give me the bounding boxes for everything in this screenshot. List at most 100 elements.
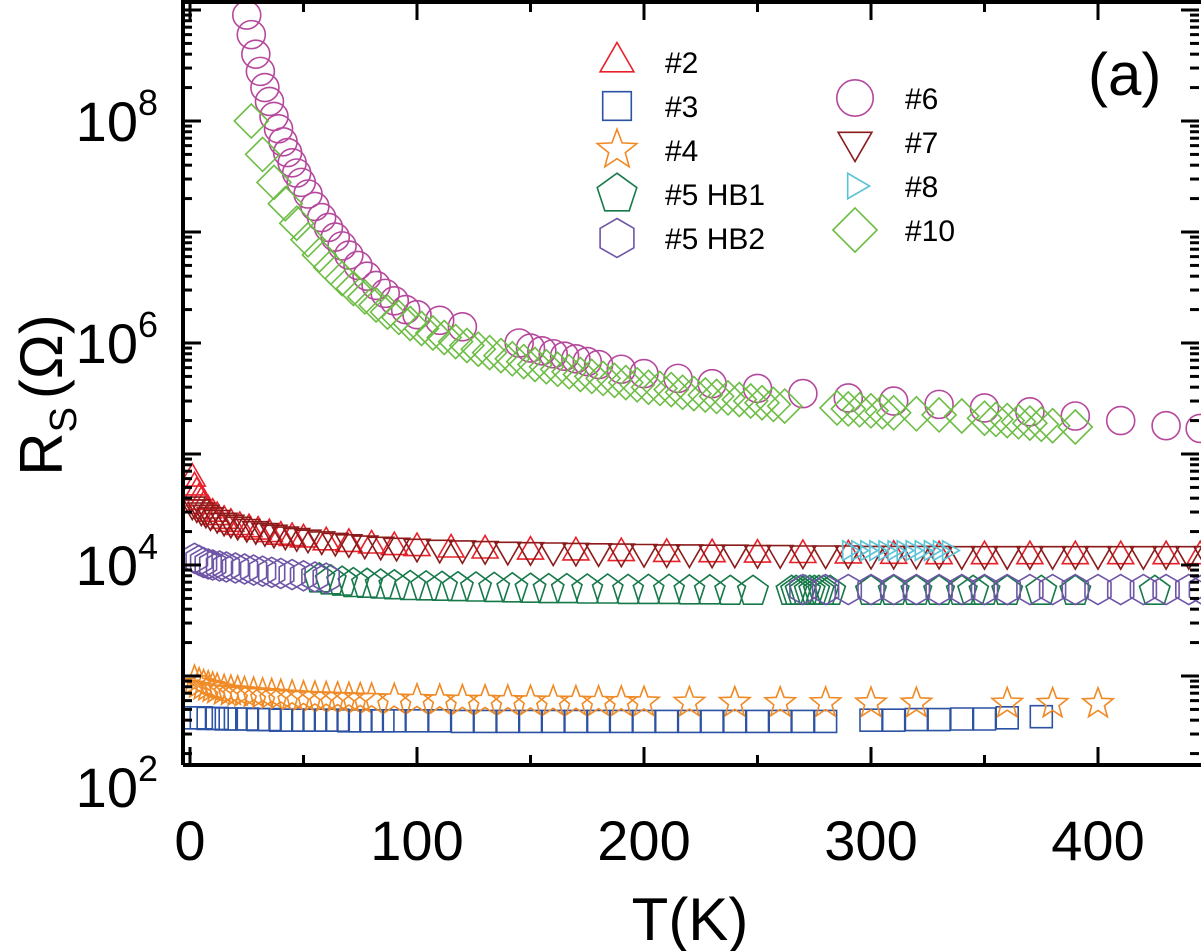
data-point [941, 539, 961, 562]
data-point [194, 548, 222, 580]
y-tick-label: 102 [76, 748, 158, 819]
data-point [856, 545, 886, 571]
data-point [195, 669, 231, 703]
data-point [514, 572, 547, 604]
data-point [619, 366, 656, 403]
data-point [1060, 545, 1090, 571]
data-point [925, 573, 953, 606]
data-point [989, 685, 1025, 719]
data-point [755, 386, 792, 423]
legend-label: #4 [665, 135, 698, 168]
data-point [516, 541, 545, 567]
data-point [765, 544, 795, 570]
legend-label: #5 HB2 [665, 223, 765, 256]
data-point [698, 378, 735, 415]
data-point [473, 709, 497, 734]
data-point [1059, 574, 1092, 606]
data-point [379, 530, 409, 556]
data-point [606, 543, 636, 569]
y-axis-title-main: R [8, 432, 75, 475]
data-point [652, 544, 682, 569]
data-point [853, 684, 889, 718]
data-point [424, 305, 455, 336]
data-point [278, 205, 315, 242]
series-3 [183, 704, 1054, 734]
data-point [270, 526, 300, 552]
data-point [380, 299, 417, 336]
data-point [241, 39, 271, 69]
legend-marker [836, 131, 874, 164]
data-point [325, 565, 359, 596]
data-point [493, 541, 523, 567]
data-point [1106, 573, 1135, 606]
data-point [189, 705, 214, 730]
data-point [991, 574, 1024, 606]
legend: #2 #3 #4 #5 HB1 #5 HB2 #6 #7 #8 #10 [595, 40, 955, 259]
data-point [652, 537, 682, 563]
data-point [966, 400, 1003, 437]
data-point [403, 310, 440, 347]
data-point [227, 674, 262, 708]
data-point [898, 395, 935, 432]
data-point [561, 542, 591, 568]
data-point [1038, 573, 1067, 606]
data-point [1025, 574, 1058, 606]
data-point [743, 544, 772, 570]
data-point [205, 550, 234, 582]
data-point [1185, 539, 1201, 565]
data-point [342, 680, 378, 714]
data-point [1188, 574, 1201, 605]
data-point [187, 502, 216, 528]
series-8 [841, 539, 961, 562]
data-point [189, 546, 218, 579]
data-point [584, 542, 613, 568]
data-point [425, 539, 455, 565]
series-10 [233, 102, 1094, 446]
data-point [720, 544, 750, 570]
data-point [879, 539, 909, 565]
legend-label: #7 [905, 127, 938, 160]
data-point [448, 540, 477, 565]
data-point [1080, 685, 1116, 719]
legend-label: #2 [665, 47, 698, 80]
data-point [394, 569, 427, 601]
data-point [357, 528, 386, 554]
legend-marker [596, 172, 638, 212]
svg-text:RS(Ω): RS (Ω) [8, 314, 85, 476]
series-7 [183, 496, 1201, 571]
data-point [538, 542, 568, 568]
data-point [250, 522, 280, 548]
legend-label: #8 [905, 171, 938, 204]
y-axis-title: RS (Ω) [8, 314, 85, 476]
data-point [1151, 539, 1181, 565]
legend-label: #6 [905, 83, 938, 116]
data-point [572, 346, 603, 377]
data-point [320, 222, 351, 252]
data-point [732, 382, 769, 420]
data-point [972, 707, 997, 731]
data-point [357, 286, 395, 324]
data-point [364, 568, 397, 599]
data-point [450, 709, 475, 734]
x-axis-title: T(K) [632, 886, 749, 951]
data-point [596, 362, 633, 399]
data-point [236, 19, 267, 50]
data-point [745, 709, 770, 734]
data-point [857, 573, 885, 606]
data-point [561, 535, 591, 561]
data-point [301, 561, 329, 593]
data-point [426, 319, 463, 356]
data-point [920, 396, 958, 434]
data-point [969, 393, 1000, 423]
data-point [335, 270, 372, 307]
data-point [947, 545, 977, 571]
data-point [989, 402, 1026, 439]
data-point [402, 538, 432, 564]
data-point [675, 375, 713, 412]
x-tick-label: 200 [597, 809, 690, 872]
data-point [538, 338, 569, 369]
data-point [470, 533, 500, 559]
data-point [833, 538, 863, 564]
data-point [1129, 545, 1158, 571]
data-point [629, 543, 659, 569]
